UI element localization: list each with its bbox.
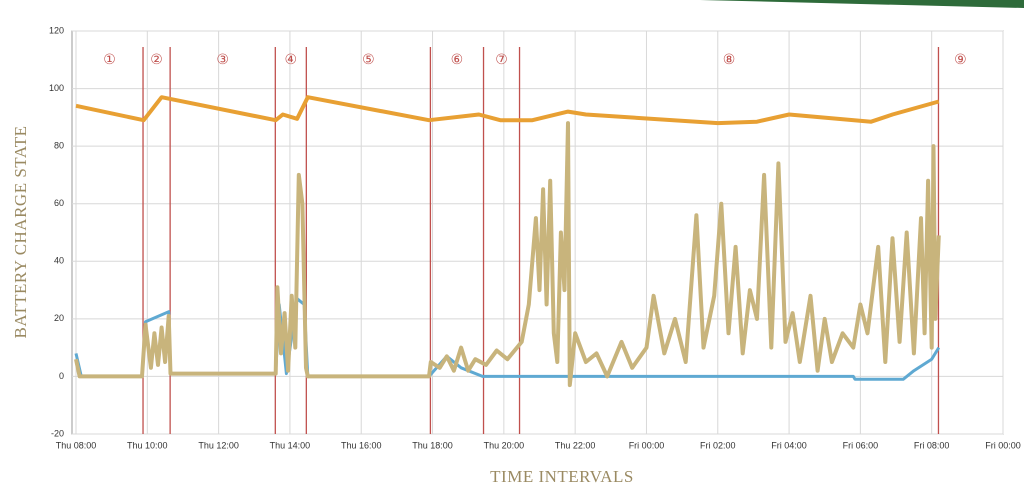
y-tick-label: 40 [54,256,64,266]
region-label: ② [150,52,163,68]
y-tick-label: 120 [49,25,64,35]
series-line [75,95,940,126]
x-tick-label: Thu 16:00 [341,440,382,450]
x-tick-label: Thu 20:00 [484,440,525,450]
region-label: ⑧ [723,52,736,68]
region-label: ① [103,52,116,68]
x-tick-label: Fri 00:00 [985,440,1021,450]
region-label: ⑥ [451,52,464,68]
x-tick-label: Fri 06:00 [843,440,879,450]
y-tick-label: 0 [59,371,64,381]
x-tick-label: Fri 00:00 [629,440,665,450]
y-axis-title: BATTERY CHARGE STATE [11,126,30,339]
y-tick-label: -20 [51,428,64,438]
x-tick-label: Thu 14:00 [270,440,311,450]
x-tick-label: Thu 08:00 [56,440,97,450]
y-tick-label: 100 [49,83,64,93]
series-line [74,121,941,388]
x-tick-label: Fri 08:00 [914,440,950,450]
x-tick-label: Thu 12:00 [198,440,239,450]
y-tick-label: 20 [54,313,64,323]
region-label: ⑨ [954,52,967,68]
x-tick-label: Thu 10:00 [127,440,168,450]
x-tick-label: Thu 22:00 [555,440,596,450]
region-label: ⑤ [362,52,375,68]
x-axis-title: TIME INTERVALS [490,467,634,486]
decor-stripe [700,0,1024,8]
y-tick-label: 80 [54,141,64,151]
region-label: ⑦ [495,52,508,68]
x-tick-label: Fri 04:00 [771,440,807,450]
x-tick-label: Fri 02:00 [700,440,736,450]
x-tick-label: Thu 18:00 [412,440,453,450]
region-label: ③ [216,52,229,68]
y-tick-label: 60 [54,198,64,208]
region-label: ④ [285,52,298,68]
